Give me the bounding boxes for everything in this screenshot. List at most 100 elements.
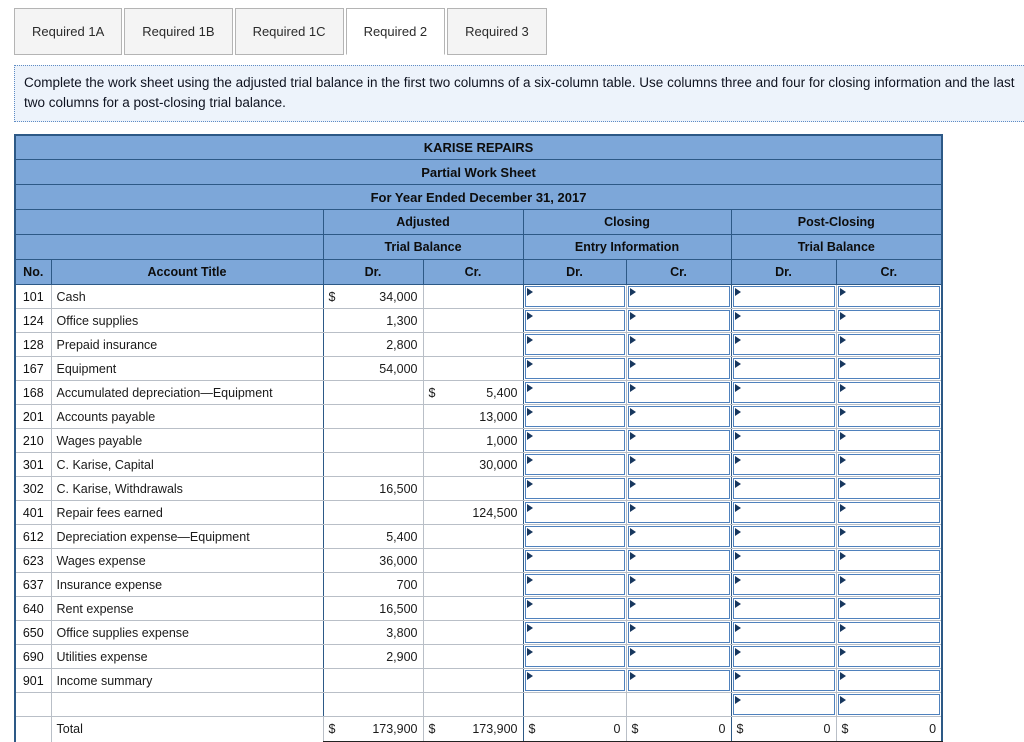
closing-cr-input[interactable]	[627, 430, 730, 451]
postclosing-cr-input[interactable]	[837, 622, 941, 643]
postclosing-dr-input[interactable]	[732, 598, 835, 619]
postclosing-cr-cell	[835, 692, 943, 717]
postclosing-dr-input[interactable]	[732, 670, 835, 691]
adjusted-cr-header: Cr.	[422, 259, 524, 285]
postclosing-dr-input[interactable]	[732, 454, 835, 475]
postclosing-cr-input[interactable]	[837, 646, 941, 667]
closing-dr-input[interactable]	[524, 526, 625, 547]
cell-marker-icon	[734, 384, 741, 392]
closing-dr-input[interactable]	[524, 454, 625, 475]
postclosing-dr-input[interactable]	[732, 382, 835, 403]
closing-dr-input[interactable]	[524, 502, 625, 523]
postclosing-cr-input[interactable]	[837, 502, 941, 523]
postclosing-cr-input[interactable]	[837, 310, 941, 331]
closing-dr-input[interactable]	[524, 358, 625, 379]
postclosing-dr-input[interactable]	[732, 334, 835, 355]
closing-cr-input[interactable]	[627, 310, 730, 331]
account-no-cell: 302	[14, 476, 52, 501]
closing-dr-input[interactable]	[524, 622, 625, 643]
closing-cr-input[interactable]	[627, 670, 730, 691]
cell-marker-icon	[839, 480, 846, 488]
postclosing-dr-input[interactable]	[732, 310, 835, 331]
cell-marker-icon	[839, 312, 846, 320]
closing-dr-input[interactable]	[524, 478, 625, 499]
tab-required-3[interactable]: Required 3	[447, 8, 547, 55]
tab-required-1a[interactable]: Required 1A	[14, 8, 123, 55]
closing-cr-input[interactable]	[627, 550, 730, 571]
closing-cr-input[interactable]	[627, 406, 730, 427]
postclosing-cr-input[interactable]	[837, 478, 941, 499]
closing-cr-input[interactable]	[627, 334, 730, 355]
closing-dr-input[interactable]	[524, 406, 625, 427]
closing-dr-cell	[522, 332, 627, 357]
closing-dr-input[interactable]	[524, 598, 625, 619]
postclosing-cr-input[interactable]	[837, 430, 941, 451]
postclosing-dr-input[interactable]	[732, 646, 835, 667]
postclosing-dr-input[interactable]	[732, 694, 835, 715]
total-row: Total $ 173,900 $ 173,900 $ 0	[14, 716, 943, 742]
adjusted-cr-cell	[422, 620, 524, 645]
tab-required-1b[interactable]: Required 1B	[124, 8, 233, 55]
postclosing-cr-input[interactable]	[837, 574, 941, 595]
tab-required-1c[interactable]: Required 1C	[234, 8, 344, 55]
closing-cr-input[interactable]	[627, 622, 730, 643]
postclosing-cr-input[interactable]	[837, 358, 941, 379]
closing-cr-input[interactable]	[627, 478, 730, 499]
closing-cr-input[interactable]	[627, 286, 730, 307]
closing-cr-input[interactable]	[627, 502, 730, 523]
postclosing-dr-input[interactable]	[732, 550, 835, 571]
closing-cr-input[interactable]	[627, 454, 730, 475]
closing-dr-input[interactable]	[524, 286, 625, 307]
postclosing-cr-input[interactable]	[837, 382, 941, 403]
postclosing-dr-input[interactable]	[732, 406, 835, 427]
postclosing-cr-input[interactable]	[837, 454, 941, 475]
amount-value: 173,900	[372, 722, 418, 736]
cell-marker-icon	[734, 552, 741, 560]
postclosing-cr-input[interactable]	[837, 286, 941, 307]
postclosing-dr-input[interactable]	[732, 502, 835, 523]
cell-marker-icon	[526, 528, 533, 536]
postclosing-cr-input[interactable]	[837, 334, 941, 355]
postclosing-cr-input[interactable]	[837, 694, 941, 715]
adjusted-cr-cell	[422, 548, 524, 573]
adjusted-dr-cell: 36,000	[322, 548, 424, 573]
closing-cr-input[interactable]	[627, 646, 730, 667]
postclosing-cr-input[interactable]	[837, 550, 941, 571]
cell-marker-icon	[734, 336, 741, 344]
adjusted-dr-cell	[322, 404, 424, 429]
postclosing-dr-input[interactable]	[732, 478, 835, 499]
postclosing-dr-input[interactable]	[732, 358, 835, 379]
closing-dr-input[interactable]	[524, 382, 625, 403]
account-no-cell: 901	[14, 668, 52, 693]
cell-marker-icon	[629, 288, 636, 296]
postclosing-dr-input[interactable]	[732, 286, 835, 307]
closing-cr-input[interactable]	[627, 598, 730, 619]
postclosing-cr-input[interactable]	[837, 406, 941, 427]
postclosing-dr-input[interactable]	[732, 430, 835, 451]
closing-dr-input[interactable]	[524, 310, 625, 331]
closing-dr-input[interactable]	[524, 646, 625, 667]
closing-cr-input[interactable]	[627, 358, 730, 379]
cell-marker-icon	[734, 360, 741, 368]
tab-required-2[interactable]: Required 2	[345, 8, 446, 55]
closing-cr-input[interactable]	[627, 574, 730, 595]
postclosing-cr-input[interactable]	[837, 670, 941, 691]
closing-dr-input[interactable]	[524, 550, 625, 571]
closing-dr-input[interactable]	[524, 430, 625, 451]
cell-marker-icon	[734, 648, 741, 656]
closing-dr-cell	[522, 476, 627, 501]
postclosing-dr-input[interactable]	[732, 622, 835, 643]
closing-dr-input[interactable]	[524, 574, 625, 595]
cell-marker-icon	[839, 696, 846, 704]
closing-dr-cell	[522, 524, 627, 549]
postclosing-dr-input[interactable]	[732, 574, 835, 595]
closing-cr-input[interactable]	[627, 382, 730, 403]
closing-dr-input[interactable]	[524, 670, 625, 691]
account-row: 690 Utilities expense 2,900	[14, 644, 943, 669]
postclosing-cr-input[interactable]	[837, 598, 941, 619]
cell-marker-icon	[839, 600, 846, 608]
postclosing-dr-input[interactable]	[732, 526, 835, 547]
closing-dr-input[interactable]	[524, 334, 625, 355]
closing-cr-input[interactable]	[627, 526, 730, 547]
postclosing-cr-input[interactable]	[837, 526, 941, 547]
